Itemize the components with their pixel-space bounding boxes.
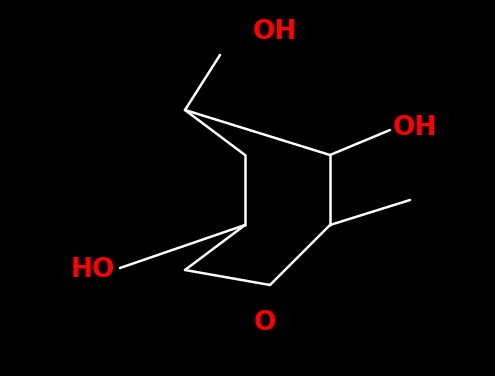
Text: OH: OH — [253, 19, 297, 45]
Text: OH: OH — [393, 115, 438, 141]
Text: HO: HO — [70, 257, 115, 283]
Text: O: O — [254, 310, 276, 336]
